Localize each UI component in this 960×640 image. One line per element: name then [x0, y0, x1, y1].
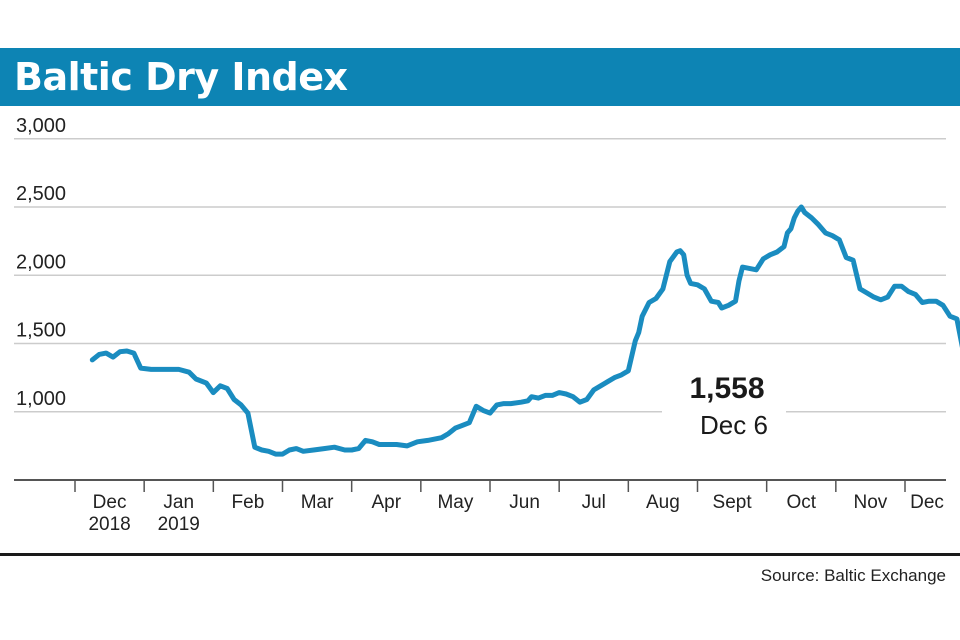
y-tick-label: 2,000 [16, 251, 66, 273]
y-tick-label: 3,000 [16, 115, 66, 137]
x-tick-label: Oct [786, 492, 816, 513]
source-note: Source: Baltic Exchange [760, 566, 946, 585]
grid-lines [14, 138, 946, 413]
bottom-rule [0, 553, 960, 556]
y-tick-label: 1,500 [16, 320, 66, 342]
x-tick-label: Jun [509, 492, 540, 513]
y-axis-ticks: 1,000 1,500 2,000 2,500 3,000 [16, 115, 66, 410]
x-tick-label: May [437, 492, 473, 513]
x-tick-label: Mar [301, 492, 334, 513]
annotation-label: Dec 6 [700, 410, 768, 440]
x-tick-label: Jul [582, 492, 606, 513]
series [89, 204, 960, 457]
x-tick-label: Dec [93, 492, 127, 513]
x-tick-label: Jan [163, 492, 194, 513]
annotation-box [662, 368, 786, 444]
x-tick-sublabel: 2019 [158, 514, 200, 535]
x-tick-label: Apr [371, 492, 401, 513]
chart-title: Baltic Dry Index [14, 55, 348, 99]
x-tick-label: Nov [854, 492, 888, 513]
x-tick-sublabel: 2018 [88, 514, 130, 535]
x-tick-label: Dec [910, 492, 944, 513]
x-tick-label: Sept [713, 492, 753, 513]
x-tick-label: Feb [232, 492, 265, 513]
annotations: 1,558 Dec 6 [662, 368, 786, 444]
series-line [89, 204, 960, 457]
x-tick-label: Aug [646, 492, 680, 513]
y-tick-label: 2,500 [16, 183, 66, 205]
annotation-value: 1,558 [689, 372, 764, 405]
title-bar: Baltic Dry Index [0, 48, 960, 106]
y-tick-label: 1,000 [16, 388, 66, 410]
